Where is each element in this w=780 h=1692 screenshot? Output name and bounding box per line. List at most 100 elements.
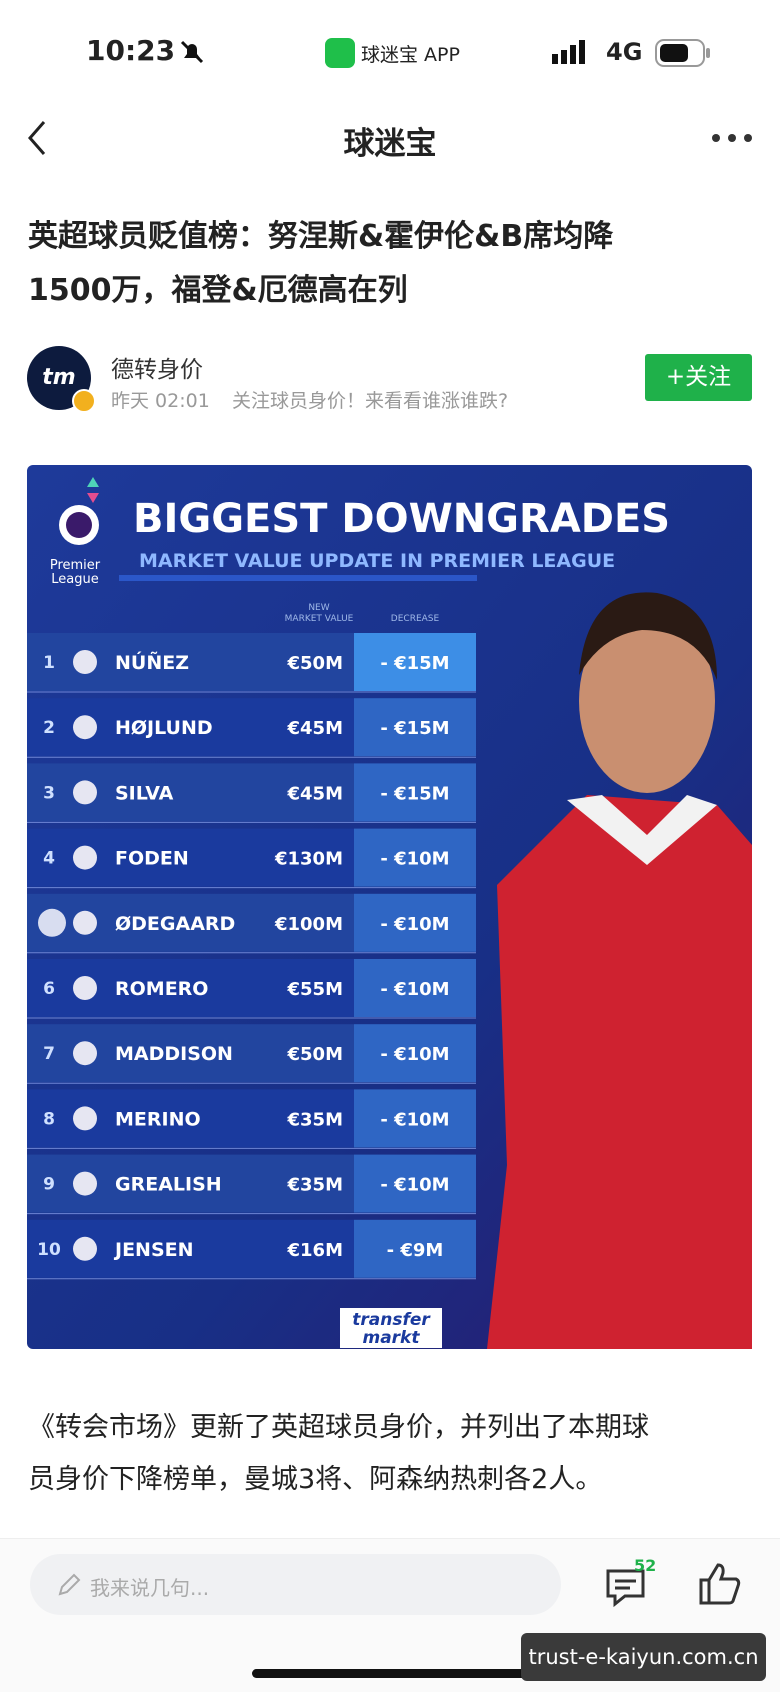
market-value: €35M — [287, 1175, 344, 1196]
player-name: ROMERO — [115, 978, 208, 1000]
jersey-collar — [567, 795, 717, 865]
decrease-value: - €10M — [380, 1044, 449, 1065]
follow-button[interactable]: +关注 — [645, 354, 752, 401]
column-header: DECREASE — [391, 614, 440, 624]
back-button[interactable] — [22, 118, 52, 158]
infographic: BIGGEST DOWNGRADES MARKET VALUE UPDATE IN… — [27, 465, 752, 1349]
market-value: €50M — [287, 653, 344, 674]
rank: 6 — [43, 979, 55, 999]
like-button[interactable] — [698, 1562, 742, 1606]
watermark: trust-e-kaiyun.com.cn — [521, 1633, 766, 1681]
market-value: €45M — [287, 783, 344, 804]
decrease-cell — [354, 633, 476, 691]
rank: 2 — [43, 718, 55, 738]
brand-text: markt — [362, 1328, 420, 1348]
decrease-cell — [354, 1154, 476, 1213]
rank: 10 — [37, 1240, 61, 1260]
player-jersey — [487, 795, 752, 1349]
network: 4G — [606, 38, 643, 66]
player-name: HØJLUND — [115, 717, 213, 739]
brand-text: transfer — [352, 1310, 431, 1330]
comment-count: 52 — [634, 1556, 657, 1575]
club-badge — [73, 1106, 97, 1131]
decrease-cell — [354, 1219, 476, 1278]
infographic-subtitle: MARKET VALUE UPDATE IN PREMIER LEAGUE — [139, 550, 615, 572]
player-name: FODEN — [115, 848, 189, 870]
column-header: MARKET VALUE — [285, 614, 354, 624]
decrease-value: - €10M — [380, 1175, 449, 1196]
decrease-cell — [354, 763, 476, 822]
rank: 1 — [43, 653, 55, 673]
player-name: MERINO — [115, 1108, 201, 1130]
decrease-cell — [354, 828, 476, 887]
player-name: NÚÑEZ — [115, 650, 189, 674]
verified-badge — [72, 389, 96, 413]
market-value: €130M — [274, 849, 343, 870]
market-value: €100M — [274, 914, 343, 935]
author-name[interactable]: 德转身价 — [111, 357, 203, 383]
author-tagline: 关注球员身价！来看看谁涨谁跌? — [232, 390, 509, 412]
article-title: 1500万，福登&厄德高在列 — [28, 273, 408, 308]
decrease-value: - €15M — [380, 718, 449, 739]
league-logo-text: League — [51, 572, 98, 587]
body-text: 《转会市场》更新了英超球员身价，并列出了本期球 — [28, 1412, 649, 1443]
club-badge — [73, 715, 97, 740]
league-logo-text: Premier — [50, 558, 101, 573]
club-badge — [73, 976, 97, 1000]
player-name: GREALISH — [115, 1174, 222, 1196]
player-name: SILVA — [115, 782, 174, 804]
decrease-cell — [354, 959, 476, 1017]
app-name: 球迷宝 APP — [361, 44, 460, 66]
decrease-cell — [354, 1024, 476, 1083]
decrease-value: - €9M — [387, 1240, 444, 1261]
more-button[interactable] — [710, 130, 754, 146]
article-title: 英超球员贬值榜：努涅斯&霍伊伦&B席均降 — [28, 219, 614, 254]
brand-box — [340, 1308, 442, 1348]
rank: 7 — [43, 1044, 55, 1064]
club-badge — [73, 780, 97, 805]
club-badge — [73, 1171, 97, 1196]
decrease-cell — [354, 1089, 476, 1148]
column-header: NEW — [308, 603, 329, 613]
app-icon — [325, 38, 355, 68]
rank: 3 — [43, 783, 55, 803]
market-value: €50M — [287, 1044, 344, 1065]
player-head — [579, 609, 715, 793]
club-badge — [73, 1041, 97, 1066]
signal-icon — [552, 40, 585, 64]
player-hair — [579, 592, 717, 680]
player-name: MADDISON — [115, 1043, 233, 1065]
decrease-value: - €10M — [380, 1109, 449, 1130]
club-badge — [73, 845, 97, 870]
comment-input[interactable] — [30, 1554, 561, 1615]
pencil-icon — [58, 1573, 81, 1596]
club-badge — [73, 650, 97, 674]
club-badge — [73, 910, 97, 935]
home-indicator — [252, 1669, 528, 1678]
decrease-cell — [354, 698, 476, 757]
status-time: 10:23 — [86, 34, 176, 67]
rank: 4 — [43, 849, 55, 869]
rank: 8 — [43, 1109, 55, 1129]
player-name: JENSEN — [113, 1239, 194, 1261]
comment-button[interactable] — [605, 1566, 647, 1608]
infographic-title: BIGGEST DOWNGRADES — [133, 496, 670, 542]
market-value: €16M — [287, 1240, 344, 1261]
decrease-value: - €15M — [380, 783, 449, 804]
decrease-value: - €10M — [380, 979, 449, 1000]
decrease-value: - €10M — [380, 914, 449, 935]
body-text: 员身价下降榜单，曼城3将、阿森纳热刺各2人。 — [28, 1464, 603, 1495]
decrease-value: - €10M — [380, 849, 449, 870]
decrease-value: - €15M — [380, 653, 449, 674]
decrease-cell — [354, 893, 476, 952]
market-value: €55M — [287, 979, 344, 1000]
scroll-back-icon — [38, 908, 66, 937]
comment-placeholder: 我来说几句... — [90, 1576, 210, 1600]
player-name: ØDEGAARD — [115, 913, 235, 935]
mute-icon — [180, 40, 204, 64]
publish-time: 昨天 02:01 — [111, 390, 210, 412]
nav-title: 球迷宝 — [343, 126, 437, 162]
market-value: €45M — [287, 718, 344, 739]
market-value: €35M — [287, 1109, 344, 1130]
